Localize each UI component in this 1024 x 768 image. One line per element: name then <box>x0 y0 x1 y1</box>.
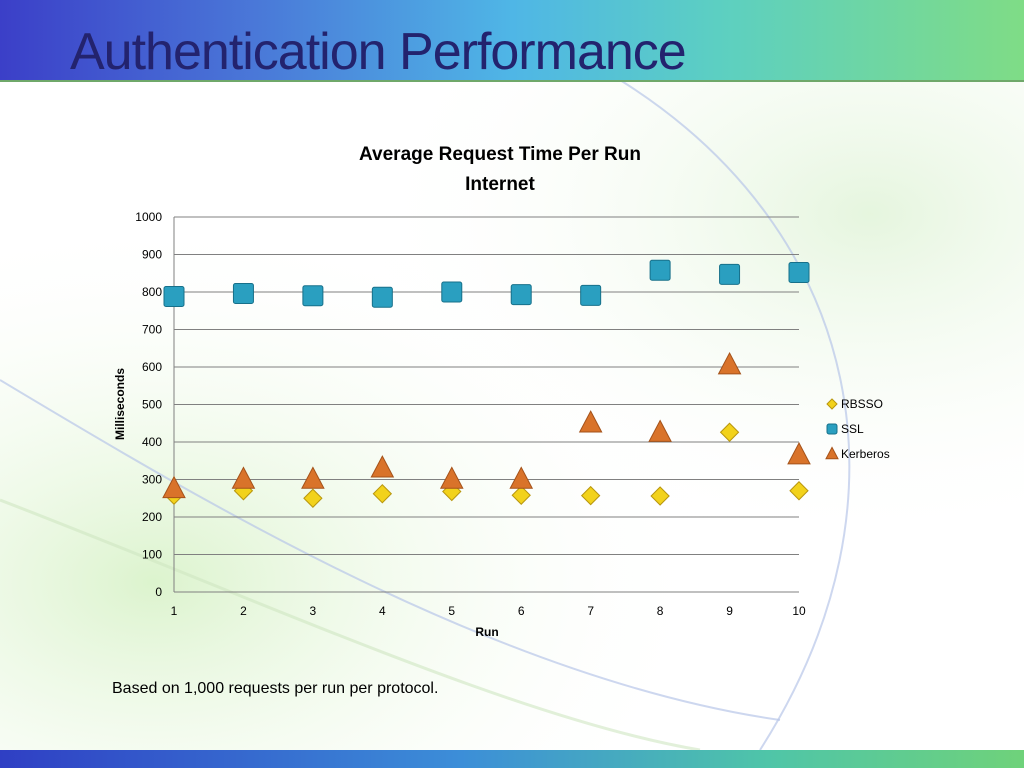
x-tick-label: 7 <box>587 604 594 618</box>
kerberos-point <box>231 466 256 489</box>
y-tick-label: 200 <box>142 510 162 524</box>
y-tick-label: 500 <box>142 398 162 412</box>
y-tick-label: 400 <box>142 435 162 449</box>
x-tick-label: 6 <box>518 604 525 618</box>
x-tick-label: 3 <box>310 604 317 618</box>
bottom-bar <box>0 750 1024 768</box>
slide-title: Authentication Performance <box>70 23 687 81</box>
y-tick-label: 300 <box>142 473 162 487</box>
kerberos-point <box>301 466 325 489</box>
kerberos-point <box>648 419 672 442</box>
x-tick-label: 9 <box>726 604 733 618</box>
chart-title: Average Request Time Per Run <box>359 144 641 165</box>
x-axis-label: Run <box>475 625 498 639</box>
x-tick-label: 5 <box>448 604 455 618</box>
legend-marker-ssl <box>826 423 838 435</box>
y-tick-label: 600 <box>142 360 162 374</box>
kerberos-point <box>578 410 603 433</box>
y-axis-label: Milliseconds <box>113 368 127 440</box>
kerberos-point <box>509 466 534 489</box>
legend-marker-rbsso <box>826 398 838 410</box>
ssl-point <box>788 262 810 283</box>
rbsso-point <box>650 486 670 506</box>
kerberos-point <box>439 466 464 489</box>
legend-marker-kerberos <box>825 446 839 460</box>
data-points <box>162 259 811 508</box>
ssl-point <box>232 283 254 304</box>
y-tick-label: 1000 <box>135 210 162 224</box>
legend-label-rbsso: RBSSO <box>841 397 883 411</box>
kerberos-point <box>787 441 811 465</box>
y-tick-label: 0 <box>155 585 162 599</box>
ssl-point <box>163 286 185 307</box>
y-tick-label: 900 <box>142 248 162 262</box>
rbsso-point <box>789 481 809 501</box>
rbsso-point <box>303 488 323 508</box>
ssl-point <box>510 284 532 306</box>
kerberos-point <box>162 475 186 499</box>
kerberos-point <box>717 351 742 375</box>
ssl-point <box>580 284 602 306</box>
x-tick-label: 4 <box>379 604 386 618</box>
axes: 0 100 200 300 400 500 600 700 800 900 1000 1 2 3 4 5 6 7 8… <box>135 210 806 618</box>
rbsso-point <box>511 485 531 505</box>
x-tick-label: 8 <box>657 604 664 618</box>
ssl-point <box>719 263 741 285</box>
footnote: Based on 1,000 requests per run per prot… <box>112 680 439 697</box>
legend: RBSSO SSL Kerberos <box>825 397 890 461</box>
rbsso-point <box>719 422 740 442</box>
legend-label-ssl: SSL <box>841 422 864 436</box>
y-tick-label: 800 <box>142 285 162 299</box>
background-swirl <box>0 80 1024 750</box>
kerberos-point <box>370 455 395 478</box>
x-tick-label: 10 <box>792 604 806 618</box>
ssl-point <box>441 281 463 303</box>
ssl-point <box>302 285 324 307</box>
y-tick-label: 700 <box>142 323 162 337</box>
rbsso-point <box>372 484 393 504</box>
legend-label-kerberos: Kerberos <box>841 447 890 461</box>
chart-subtitle: Internet <box>465 174 535 195</box>
x-tick-label: 1 <box>171 604 178 618</box>
ssl-point <box>649 259 671 281</box>
gridlines <box>174 216 799 593</box>
ssl-point <box>371 286 393 308</box>
x-tick-label: 2 <box>240 604 247 618</box>
y-tick-label: 100 <box>142 548 162 562</box>
title-banner <box>0 0 1024 82</box>
rbsso-point <box>580 485 601 506</box>
